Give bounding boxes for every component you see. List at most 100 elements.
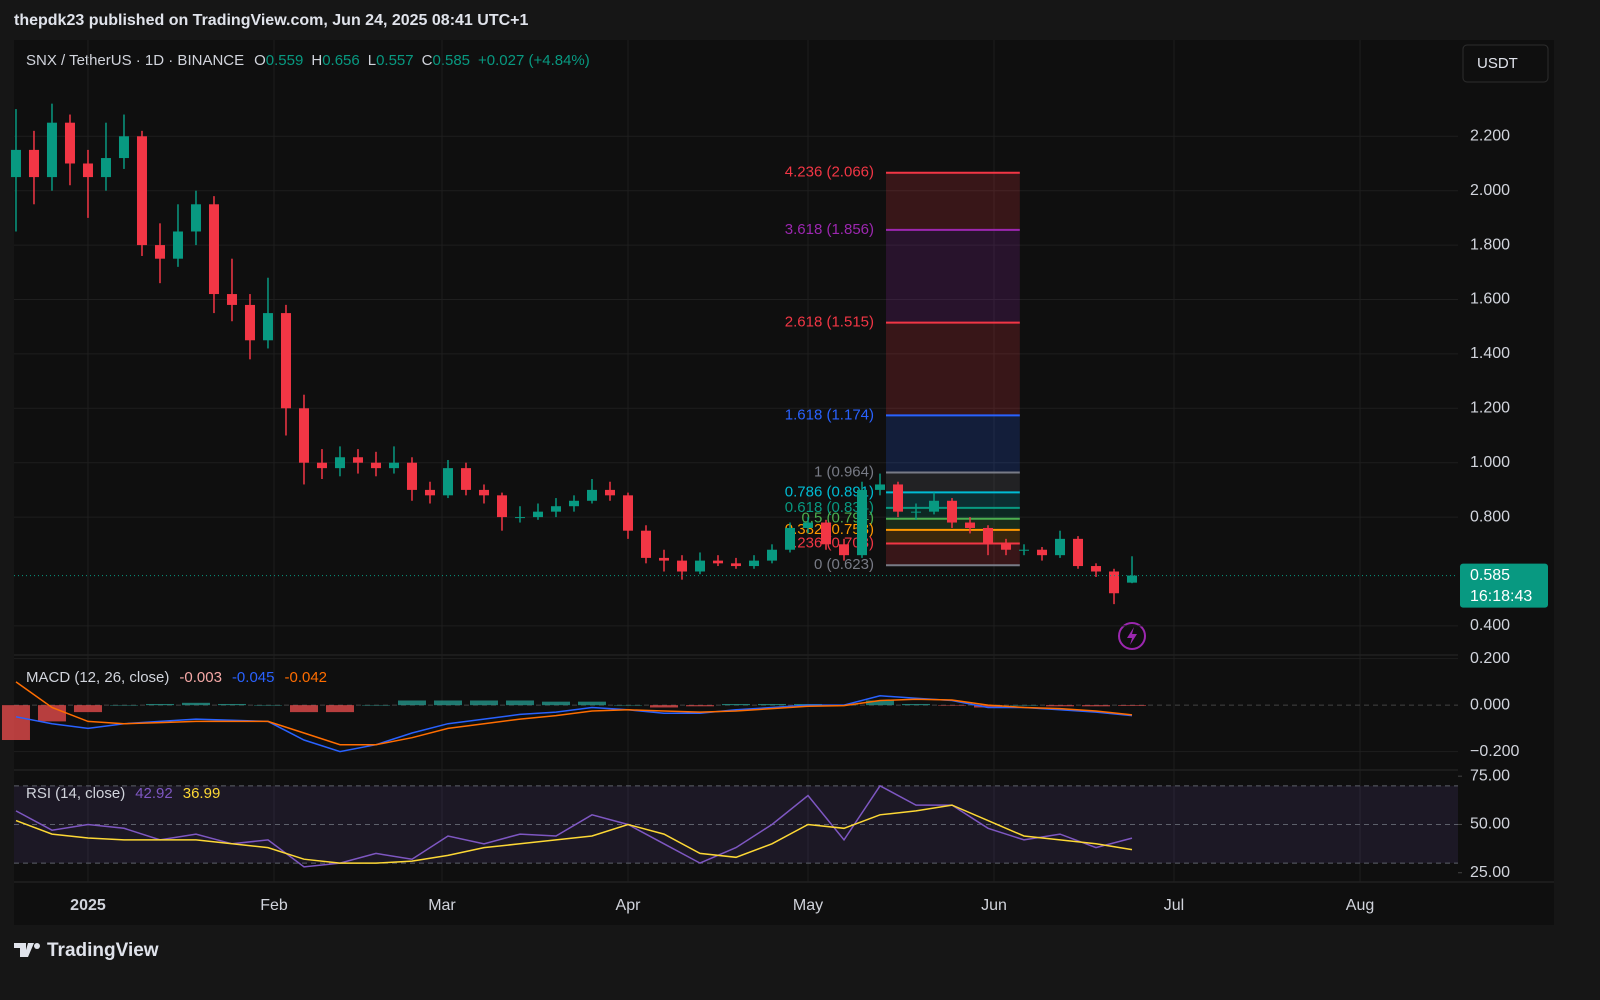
candle-body: [821, 522, 832, 545]
candle-body: [46, 122, 57, 178]
y-tick-label: 25.00: [1470, 864, 1510, 881]
ohlc-letter: L: [368, 52, 376, 69]
candle-body: [568, 500, 579, 507]
currency[interactable]: USDT: [1477, 55, 1518, 72]
candle-body: [1037, 549, 1048, 556]
symbol: SNX / TetherUS · 1D · BINANCE: [26, 52, 244, 69]
y-tick-label: 1.400: [1470, 345, 1510, 362]
macd-histogram-bar: [649, 705, 678, 708]
macd-histogram-bar: [433, 700, 462, 706]
fib-zone: [886, 492, 1020, 508]
candle-body: [334, 457, 345, 469]
candle-body: [1019, 549, 1030, 551]
macd-histogram-bar: [1046, 705, 1075, 707]
candle-body: [100, 158, 111, 178]
candle-body: [604, 489, 615, 496]
candle-body: [875, 484, 886, 490]
macd-legend-value: -0.045: [232, 669, 275, 686]
x-tick-label: Jul: [1164, 897, 1184, 914]
macd-histogram-bar: [109, 705, 138, 706]
macd-legend-value: -0.042: [284, 669, 327, 686]
ohlc-value: 0.559: [266, 52, 304, 69]
candle-body: [424, 489, 435, 496]
macd-histogram-bar: [73, 705, 102, 713]
candle-body: [712, 560, 723, 564]
rsi-legend: RSI (14, close) 42.92 36.99: [26, 785, 220, 802]
macd-histogram-bar: [722, 703, 750, 706]
countdown: 16:18:43: [1470, 588, 1532, 605]
candle-body: [28, 149, 39, 178]
candle-body: [749, 560, 760, 567]
macd-legend: MACD (12, 26, close) -0.003 -0.045 -0.042: [26, 669, 327, 686]
macd-title: MACD (12, 26, close): [26, 669, 169, 686]
macd-histogram-bar: [577, 701, 606, 706]
candle-body: [965, 522, 976, 528]
candle-body: [64, 122, 75, 164]
ohlc-letter: O: [254, 52, 266, 69]
candle-body: [1001, 544, 1012, 550]
candle-body: [406, 462, 417, 490]
macd-histogram-bar: [217, 703, 246, 706]
fib-zone: [886, 415, 1020, 473]
candle-body: [172, 231, 183, 259]
y-tick-label: 2.200: [1470, 128, 1510, 145]
candle-body: [226, 294, 237, 305]
macd-histogram-bar: [37, 705, 66, 722]
macd-histogram-bar: [938, 705, 967, 706]
candle-body: [316, 462, 327, 469]
logo-dot: [34, 943, 40, 949]
candle-body: [1109, 571, 1120, 594]
candle-body: [857, 489, 868, 556]
candle-body: [731, 563, 741, 567]
macd-histogram-bar: [397, 700, 426, 706]
macd-histogram-bar: [361, 705, 390, 706]
candle-body: [658, 557, 669, 561]
candle-body: [118, 136, 129, 159]
publisher: thepdk23 published on TradingView.com, J…: [14, 12, 528, 29]
candle-body: [622, 495, 633, 531]
lightning-icon[interactable]: [1118, 622, 1146, 650]
icon-bolt[interactable]: [1127, 627, 1137, 645]
icon-circle[interactable]: [1118, 622, 1146, 650]
fib-zone: [886, 229, 1020, 323]
x-tick-label: Apr: [616, 897, 642, 914]
macd-histogram-bar: [758, 703, 787, 706]
candle-body: [694, 560, 705, 572]
macd-histogram-bar: [541, 701, 570, 706]
y-tick-label: −0.200: [1470, 743, 1519, 760]
last-price-box: [1460, 563, 1548, 608]
y-tick-label: 50.00: [1470, 816, 1510, 833]
ohlc-value: 0.585: [432, 52, 470, 69]
fib-zone: [886, 172, 1020, 230]
y-tick-label: 0.800: [1470, 508, 1510, 525]
candle-body: [1073, 538, 1084, 567]
y-tick-label: 0.000: [1470, 696, 1510, 713]
x-tick-label: Aug: [1346, 897, 1374, 914]
x-tick-label: May: [793, 897, 823, 914]
fib-zone: [886, 472, 1020, 493]
ohlc-letter: H: [311, 52, 322, 69]
macd-legend-value: -0.003: [179, 669, 222, 686]
candle-body: [676, 560, 687, 572]
macd-histogram-bar: [974, 705, 1003, 708]
fib-label: 1.618 (1.174): [785, 406, 874, 423]
candle-body: [154, 245, 165, 259]
macd-histogram-bar: [1010, 705, 1039, 706]
candle-body: [190, 204, 201, 232]
last-price-label: 0.585: [1470, 567, 1510, 584]
currency-button[interactable]: [1462, 44, 1549, 83]
macd-histogram-bar: [289, 705, 318, 713]
y-tick-label: 2.000: [1470, 182, 1510, 199]
x-tick-label: Mar: [428, 897, 456, 914]
fib-label: 3.618 (1.856): [785, 221, 874, 238]
candle-body: [947, 500, 958, 523]
candle-body: [586, 489, 597, 501]
candle-body: [82, 163, 93, 178]
candle-body: [640, 530, 651, 558]
candle-body: [244, 304, 255, 341]
rsi-line: [15, 784, 1133, 868]
candle-body: [388, 462, 399, 469]
candle-body: [1091, 566, 1102, 572]
